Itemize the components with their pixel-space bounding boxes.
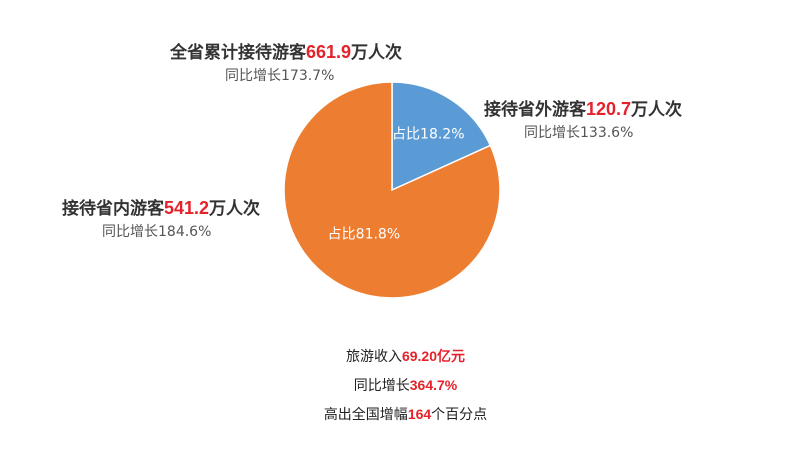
summary-growth: 同比增长364.7% <box>353 377 458 394</box>
pie-slice-0 <box>391 81 492 192</box>
out-province-label: 接待省外游客120.7万人次 同比增长133.6% <box>484 99 683 141</box>
pie-slice-share-label-0: 占比18.2% <box>392 127 464 143</box>
summary-revenue: 旅游收入69.20亿元 <box>345 348 466 365</box>
out-province-yoy: 同比增长133.6% <box>524 125 634 141</box>
in-province-yoy: 同比增长184.6% <box>102 224 212 240</box>
summary-above-national: 高出全国增幅164个百分点 <box>323 406 488 423</box>
total-yoy: 同比增长173.7% <box>225 68 335 84</box>
total-label: 全省累计接待游客661.9万人次 同比增长173.7% <box>170 42 403 84</box>
in-province-label: 接待省内游客541.2万人次 同比增长184.6% <box>62 198 261 240</box>
pie-slice-1 <box>283 81 501 299</box>
pie-slice-share-label-1: 占比81.8% <box>328 227 400 243</box>
